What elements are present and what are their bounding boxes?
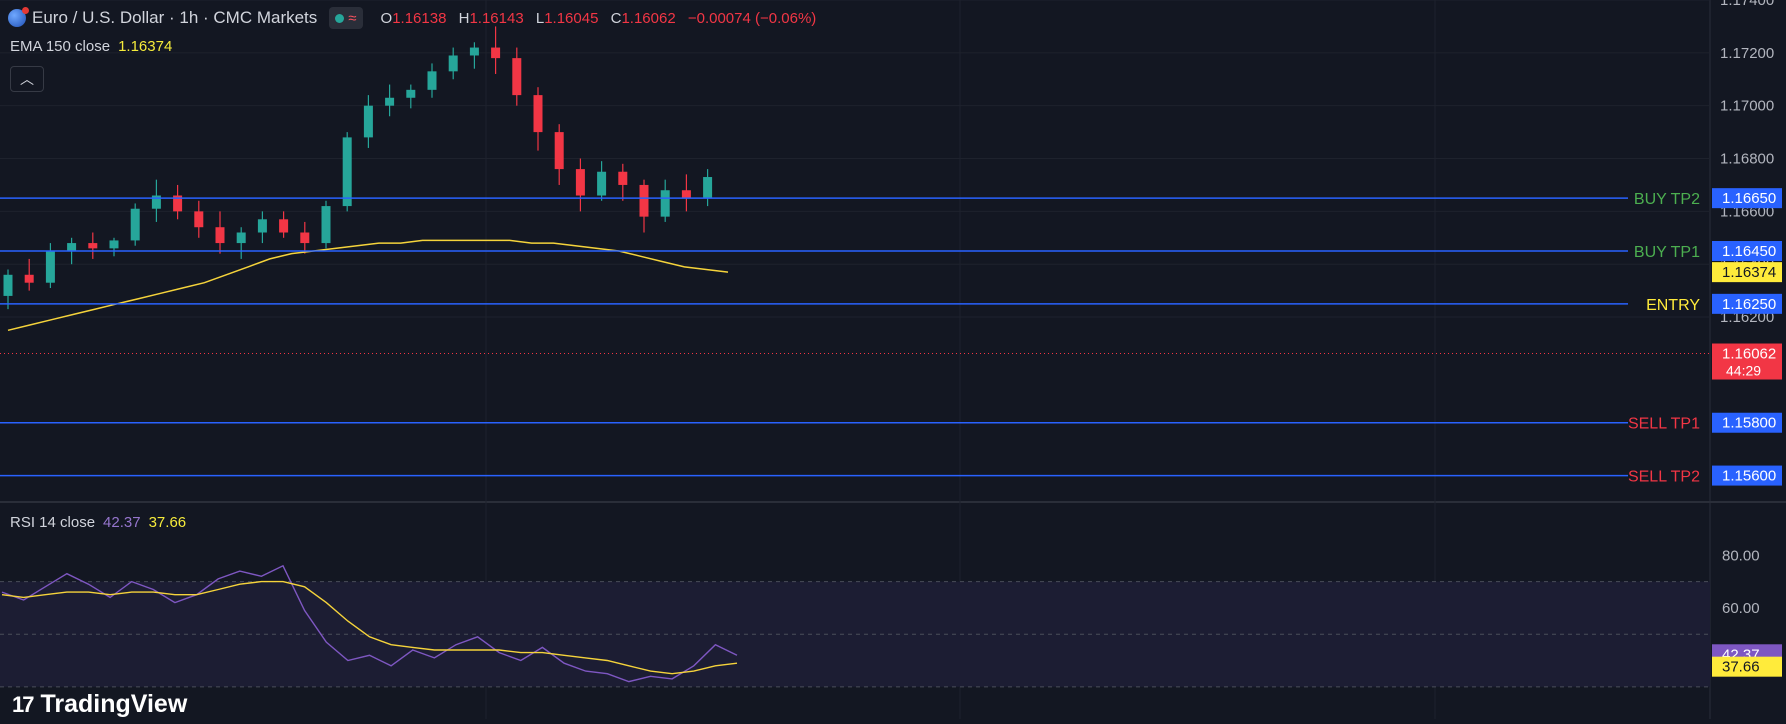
price-tick-label: 1.16800 [1720,151,1774,168]
rsi-tick-label: 60.00 [1722,600,1760,617]
candle-body [512,58,522,96]
candle-body [257,219,267,233]
candle-body [67,243,77,251]
candle-body [660,190,670,217]
level-axis-label: 1.15800 [1722,415,1776,432]
candle-body [469,47,479,56]
candle-body [703,177,713,199]
rsi-legend[interactable]: RSI 14 close 42.37 37.66 [10,514,186,531]
market-status-pill[interactable]: ≈ [329,7,363,29]
level-axis-badge [1712,465,1782,486]
candle-body [575,169,585,196]
candle-body [300,232,310,244]
level-axis-label: 1.15600 [1722,468,1776,485]
last-price-badge [1712,343,1782,380]
candle-body [130,208,140,241]
candle-body [24,274,34,283]
candle-body [597,171,607,196]
ohlc-low: 1.16045 [544,9,599,27]
symbol-header[interactable]: Euro / U.S. Dollar · 1h · CMC Markets ≈ … [8,6,816,30]
ohlc-high: 1.16143 [469,9,524,27]
ohlc-close: 1.16062 [621,9,676,27]
ohlc-high-key: H [458,9,470,27]
candle-body [681,190,691,199]
ema-legend[interactable]: EMA 150 close 1.16374 [10,38,172,55]
collapse-legend-button[interactable]: ︿ [10,66,44,92]
price-change: −0.00074 (−0.06%) [687,9,817,27]
wave-icon: ≈ [348,9,357,27]
symbol-title[interactable]: Euro / U.S. Dollar · 1h · CMC Markets [32,8,318,27]
bar-countdown-label: 44:29 [1726,363,1761,379]
tradingview-mark-icon: 17 [12,691,35,717]
rsi-ma-axis-label: 37.66 [1722,659,1760,676]
market-open-dot-icon [335,13,345,23]
ema-legend-label: EMA 150 close [10,38,111,55]
level-axis-badge [1712,412,1782,433]
rsi-legend-value: 42.37 [103,514,141,531]
level-name-label: BUY TP1 [1634,244,1700,261]
ohlc-low-key: L [535,9,545,27]
price-tick-label: 1.17000 [1720,98,1774,115]
rsi-ma-axis-badge [1712,656,1782,677]
level-axis-label: 1.16650 [1722,190,1776,207]
candle-body [363,105,373,138]
ohlc-open: 1.16138 [392,9,447,27]
tradingview-logo[interactable]: 17 TradingView [12,690,187,719]
candle-body [173,195,183,212]
ema-legend-value: 1.16374 [118,38,173,55]
rsi-tick-label: 80.00 [1722,547,1760,564]
candle-body [109,240,119,249]
rsi-ma-legend-value: 37.66 [148,514,187,531]
rsi-ma-line [1,580,738,675]
ohlc-open-key: O [380,9,393,27]
candle-body [533,95,543,133]
candle-body [45,251,55,283]
candle-body [427,71,437,90]
price-tick-label: 1.17200 [1720,45,1774,62]
candle-body [151,195,161,209]
price-tick-label: 1.17400 [1720,0,1774,9]
level-axis-badge [1712,188,1782,209]
candle-body [342,137,352,207]
rsi-legend-label: RSI 14 close [10,514,96,531]
candle-body [639,184,649,217]
candle-body [215,227,225,244]
level-name-label: SELL TP1 [1628,416,1700,433]
candle-body [321,206,331,244]
candle-body [88,243,98,249]
symbol-flag-icon [8,7,29,27]
level-name-label: SELL TP2 [1628,469,1700,486]
candle-body [385,97,395,106]
level-axis-label: 1.16450 [1722,243,1776,260]
chevron-up-icon: ︿ [20,71,34,87]
ema-150-line [7,239,729,332]
level-axis-badge [1712,241,1782,261]
candle-body [554,132,564,170]
last-price-label: 1.16062 [1722,346,1776,363]
candle-body [491,47,501,59]
candle-body [448,55,458,72]
ema-axis-label: 1.16374 [1722,264,1776,281]
ohlc-close-key: C [610,9,622,27]
ema-axis-badge [1712,262,1782,283]
level-name-label: BUY TP2 [1634,191,1700,208]
candle-body [3,274,13,296]
candle-body [279,219,289,233]
level-axis-badge [1712,293,1782,314]
ohlc-values: O1.16138 H1.16143 L1.16045 C1.16062 −0.0… [373,10,817,27]
candle-body [236,232,246,244]
candle-body [406,89,416,98]
candle-body [618,171,628,185]
rsi-line [1,564,738,683]
tradingview-logo-text: TradingView [40,690,188,718]
level-axis-label: 1.16250 [1722,296,1776,313]
level-name-label: ENTRY [1646,297,1700,314]
candle-body [194,211,204,228]
